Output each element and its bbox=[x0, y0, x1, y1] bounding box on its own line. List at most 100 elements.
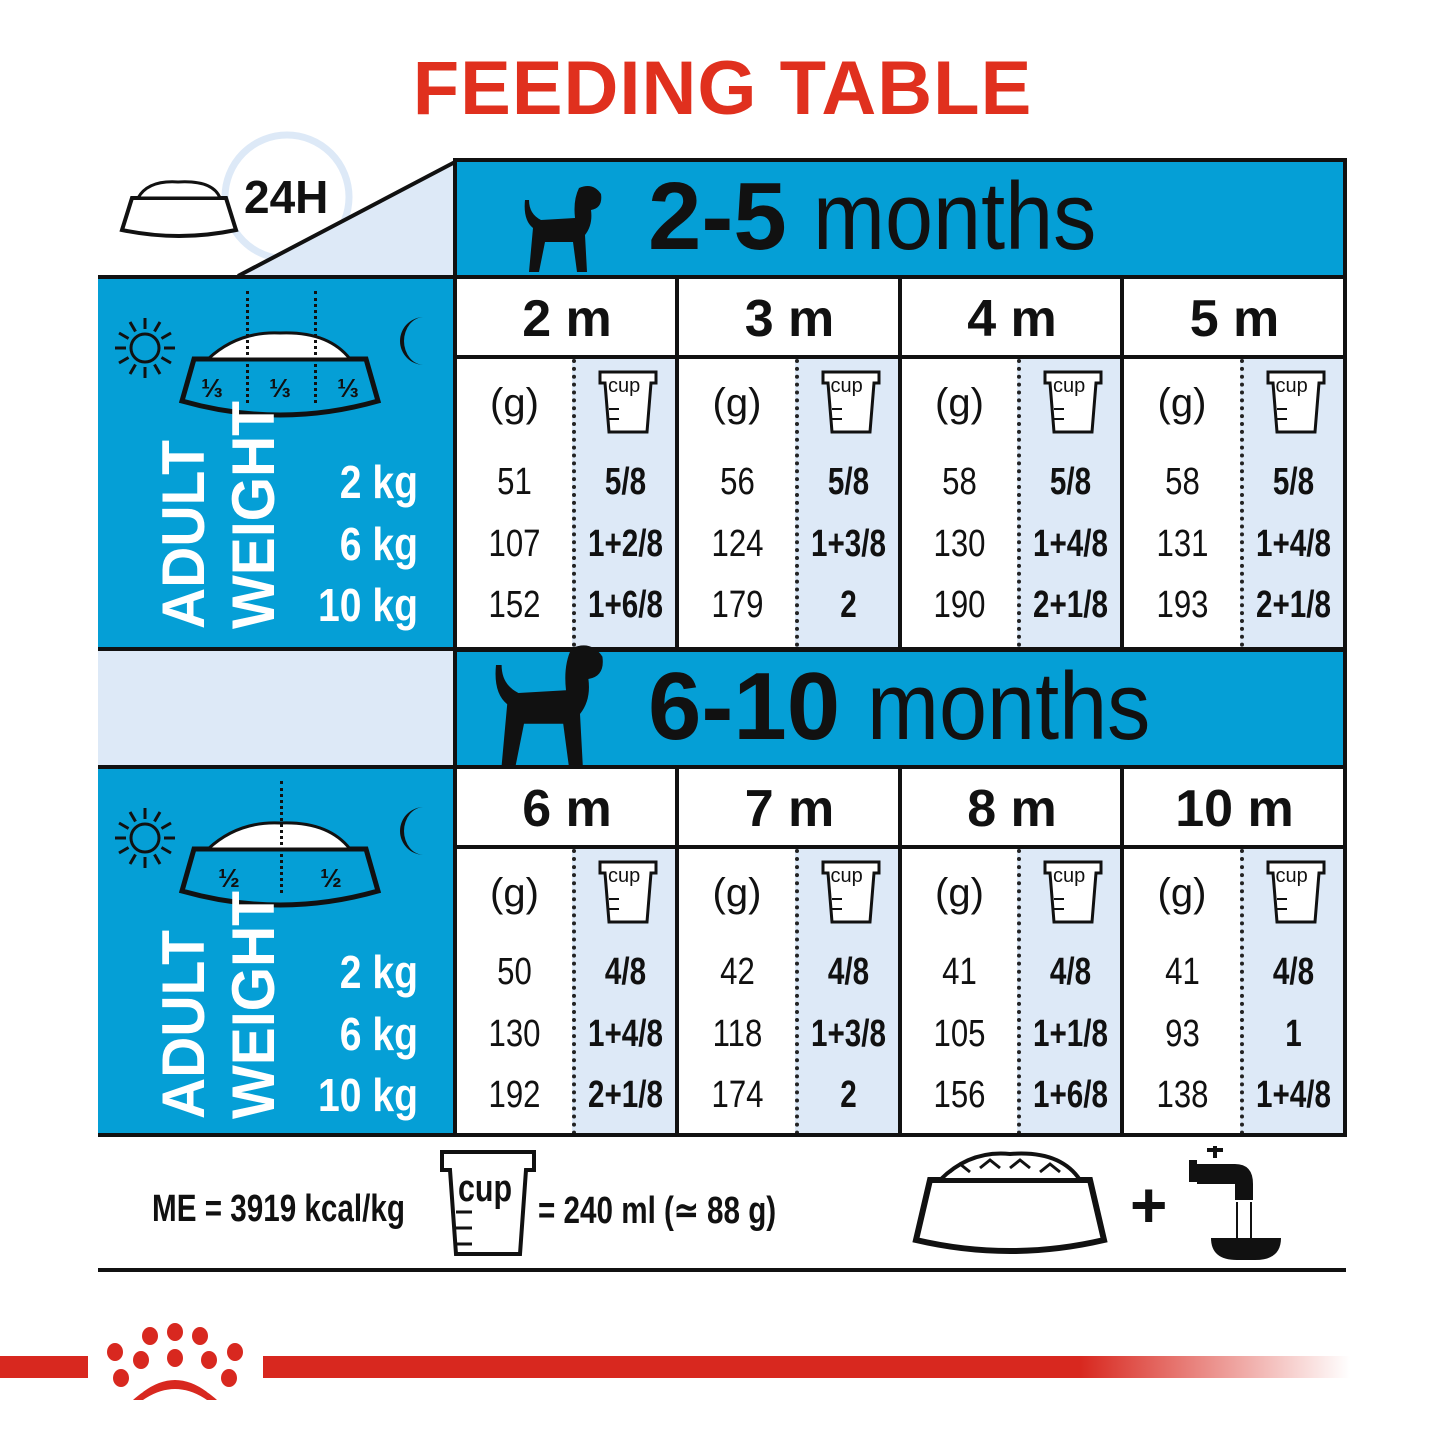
weight-label-line2: WEIGHT bbox=[220, 891, 287, 1119]
age-unit: months bbox=[866, 653, 1151, 760]
split-fraction: ⅓ bbox=[337, 373, 359, 403]
cup-label: cup bbox=[1053, 865, 1086, 887]
grams-header: (g) bbox=[490, 871, 539, 915]
cups-value: 1+3/8 bbox=[810, 523, 886, 565]
water-tap-icon bbox=[1189, 1146, 1281, 1260]
cup-label: cup bbox=[1275, 865, 1308, 887]
month-header: 2 m bbox=[459, 279, 675, 355]
month-column: (g) cup 56 124 179 5/8 1+3/8 2 bbox=[679, 359, 902, 647]
grams-value: 93 bbox=[1164, 1013, 1200, 1055]
month-column: (g) cup 58 130 190 5/8 1+4/8 2+1/8 bbox=[902, 359, 1124, 647]
month-header: 10 m bbox=[1126, 769, 1343, 845]
cups-value: 1+6/8 bbox=[1032, 1074, 1109, 1116]
cups-value: 4/8 bbox=[827, 951, 869, 993]
cups-value: 4/8 bbox=[604, 951, 647, 993]
grams-value: 138 bbox=[1156, 1074, 1208, 1116]
weight-label-line2: WEIGHT bbox=[220, 401, 287, 629]
grams-header: (g) bbox=[1157, 381, 1207, 425]
bowl-icon bbox=[119, 180, 239, 238]
cups-value: 2 bbox=[839, 1074, 857, 1116]
cups-value: 5/8 bbox=[827, 461, 869, 503]
grams-header: (g) bbox=[712, 871, 762, 915]
puppy-icon bbox=[495, 645, 603, 766]
cup-icon bbox=[1043, 370, 1103, 434]
weight-label-line1: ADULT bbox=[150, 440, 217, 629]
month-header: 7 m bbox=[681, 769, 898, 845]
adult-weight: 6 kg bbox=[339, 1008, 418, 1060]
age-band bbox=[455, 650, 1346, 767]
period-label: 24H bbox=[244, 171, 329, 223]
cups-value: 1+4/8 bbox=[1255, 1074, 1331, 1116]
cup-label: cup bbox=[1275, 375, 1308, 397]
adult-weight: 2 kg bbox=[339, 946, 418, 998]
cups-value: 2+1/8 bbox=[1032, 584, 1109, 626]
cups-value: 5/8 bbox=[1272, 461, 1314, 503]
cup-icon bbox=[821, 860, 880, 924]
split-fraction: ⅓ bbox=[201, 373, 223, 403]
month-column: (g) cup 41 93 138 4/8 1 1+4/8 bbox=[1124, 849, 1347, 1135]
cup-label: cup bbox=[458, 1168, 513, 1210]
cups-value: 2+1/8 bbox=[1255, 584, 1331, 626]
grams-header: (g) bbox=[935, 871, 984, 915]
split-fraction: ½ bbox=[218, 863, 240, 893]
cups-value: 1+3/8 bbox=[810, 1013, 886, 1055]
grams-header: (g) bbox=[935, 381, 984, 425]
page-title: FEEDING TABLE bbox=[412, 46, 1033, 131]
grams-value: 131 bbox=[1156, 523, 1208, 565]
cup-label: cup bbox=[608, 375, 641, 397]
cups-value: 4/8 bbox=[1272, 951, 1314, 993]
grams-value: 156 bbox=[933, 1074, 986, 1116]
grams-value: 192 bbox=[488, 1074, 541, 1116]
grams-value: 41 bbox=[1164, 951, 1200, 993]
adult-weight: 10 kg bbox=[318, 1069, 418, 1121]
plus-sign: + bbox=[1130, 1169, 1168, 1241]
cup-icon bbox=[821, 370, 880, 434]
puppy-icon bbox=[524, 186, 602, 272]
age-band bbox=[455, 160, 1346, 277]
grams-value: 51 bbox=[497, 461, 532, 503]
cups-value: 5/8 bbox=[604, 461, 647, 503]
footer-divider bbox=[98, 1268, 1346, 1272]
grams-value: 179 bbox=[711, 584, 763, 626]
cups-value: 5/8 bbox=[1049, 461, 1092, 503]
month-column: (g) cup 50 130 192 4/8 1+4/8 2+1/8 bbox=[457, 849, 679, 1135]
cup-icon bbox=[1043, 860, 1103, 924]
brand-bar bbox=[0, 1356, 1350, 1378]
split-divider bbox=[314, 291, 317, 403]
cups-value: 1+1/8 bbox=[1032, 1013, 1109, 1055]
grams-value: 58 bbox=[942, 461, 977, 503]
grams-value: 174 bbox=[711, 1074, 763, 1116]
adult-weight: 10 kg bbox=[318, 579, 418, 631]
sun-icon bbox=[115, 318, 175, 378]
cup-icon bbox=[598, 370, 658, 434]
month-column: (g) cup 51 107 152 5/8 1+2/8 1+6/8 bbox=[457, 359, 679, 647]
cups-value: 1 bbox=[1284, 1013, 1302, 1055]
grams-value: 130 bbox=[933, 523, 986, 565]
grams-value: 118 bbox=[712, 1013, 762, 1055]
bowl-icon bbox=[912, 1151, 1108, 1254]
grams-value: 152 bbox=[488, 584, 541, 626]
month-header: 6 m bbox=[459, 769, 675, 845]
cup-label: cup bbox=[830, 865, 863, 887]
split-fraction: ½ bbox=[320, 863, 342, 893]
month-header: 8 m bbox=[904, 769, 1120, 845]
grams-value: 42 bbox=[719, 951, 755, 993]
month-header: 5 m bbox=[1126, 279, 1343, 355]
royal-canin-logo bbox=[107, 1323, 243, 1400]
cup-label: cup bbox=[1053, 375, 1086, 397]
cup-icon bbox=[440, 1150, 536, 1256]
adult-weight: 2 kg bbox=[339, 456, 418, 508]
cup-equivalent: = 240 ml (≃ 88 g) bbox=[538, 1190, 777, 1232]
cup-icon bbox=[1266, 370, 1325, 434]
cup-label: cup bbox=[830, 375, 863, 397]
split-divider bbox=[280, 781, 283, 893]
grams-value: 190 bbox=[933, 584, 986, 626]
cup-icon bbox=[598, 860, 658, 924]
energy-value: ME = 3919 kcal/kg bbox=[152, 1188, 405, 1230]
cup-icon bbox=[1266, 860, 1325, 924]
weight-label-line1: ADULT bbox=[150, 930, 217, 1119]
grams-header: (g) bbox=[490, 381, 539, 425]
grams-value: 107 bbox=[488, 523, 541, 565]
cups-value: 2+1/8 bbox=[587, 1074, 664, 1116]
band-spacer bbox=[98, 650, 455, 767]
